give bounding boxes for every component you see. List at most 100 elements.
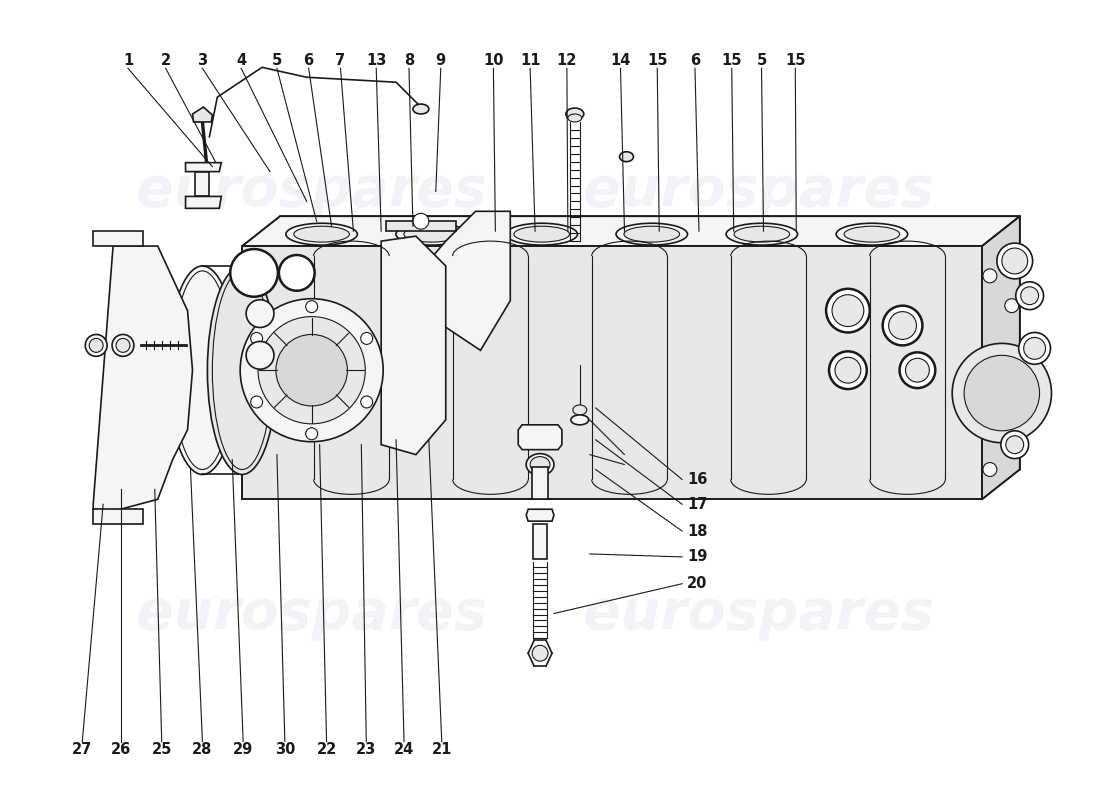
Text: 21: 21 — [431, 742, 452, 757]
Polygon shape — [186, 197, 221, 208]
Circle shape — [1001, 430, 1028, 458]
Circle shape — [889, 312, 916, 339]
Polygon shape — [192, 107, 212, 122]
Text: 15: 15 — [647, 53, 668, 68]
Text: 6: 6 — [304, 53, 313, 68]
Ellipse shape — [526, 454, 554, 475]
Polygon shape — [242, 216, 1020, 246]
Circle shape — [361, 396, 373, 408]
Circle shape — [276, 334, 348, 406]
Ellipse shape — [167, 266, 238, 474]
Circle shape — [826, 289, 870, 333]
Text: eurospares: eurospares — [583, 165, 934, 218]
Polygon shape — [526, 510, 554, 521]
Text: 17: 17 — [688, 497, 707, 512]
Text: 23: 23 — [356, 742, 376, 757]
Text: 5: 5 — [757, 53, 767, 68]
Polygon shape — [186, 162, 221, 171]
Ellipse shape — [619, 152, 634, 162]
Ellipse shape — [208, 266, 277, 474]
Ellipse shape — [571, 415, 588, 425]
Text: 13: 13 — [366, 53, 386, 68]
Text: 2: 2 — [161, 53, 170, 68]
Ellipse shape — [396, 223, 468, 245]
Text: 7: 7 — [336, 53, 345, 68]
Circle shape — [112, 334, 134, 356]
Circle shape — [882, 306, 923, 346]
Text: 4: 4 — [236, 53, 246, 68]
Circle shape — [900, 352, 935, 388]
Ellipse shape — [514, 226, 570, 242]
Circle shape — [246, 300, 274, 327]
Ellipse shape — [565, 108, 584, 120]
Text: 15: 15 — [722, 53, 742, 68]
Circle shape — [953, 343, 1052, 442]
Polygon shape — [242, 246, 982, 499]
Ellipse shape — [836, 223, 908, 245]
Circle shape — [1024, 338, 1045, 359]
Circle shape — [1021, 286, 1038, 305]
Text: 5: 5 — [272, 53, 282, 68]
Circle shape — [251, 333, 263, 344]
Polygon shape — [94, 246, 192, 511]
Circle shape — [997, 243, 1033, 279]
Ellipse shape — [573, 405, 586, 415]
Polygon shape — [386, 222, 455, 231]
Circle shape — [306, 428, 318, 440]
Polygon shape — [94, 231, 143, 246]
Circle shape — [86, 334, 107, 356]
Circle shape — [306, 301, 318, 313]
Circle shape — [1019, 333, 1050, 364]
Ellipse shape — [530, 457, 550, 473]
Circle shape — [832, 294, 864, 326]
Circle shape — [1002, 248, 1027, 274]
Text: 27: 27 — [73, 742, 92, 757]
Polygon shape — [532, 466, 548, 499]
Ellipse shape — [568, 114, 582, 122]
Polygon shape — [416, 211, 510, 350]
Polygon shape — [518, 425, 562, 450]
Circle shape — [532, 646, 548, 661]
Text: 14: 14 — [610, 53, 630, 68]
Ellipse shape — [624, 226, 680, 242]
Circle shape — [240, 298, 383, 442]
Circle shape — [412, 214, 429, 229]
Text: 3: 3 — [197, 53, 208, 68]
Text: 12: 12 — [557, 53, 578, 68]
Polygon shape — [982, 216, 1020, 499]
Circle shape — [89, 338, 103, 352]
Circle shape — [251, 396, 263, 408]
Polygon shape — [534, 524, 547, 559]
Circle shape — [258, 317, 365, 424]
Text: 16: 16 — [688, 472, 707, 487]
Text: 1: 1 — [123, 53, 133, 68]
Ellipse shape — [616, 223, 688, 245]
Text: 29: 29 — [233, 742, 253, 757]
Polygon shape — [382, 236, 446, 454]
Circle shape — [983, 269, 997, 283]
Text: 11: 11 — [520, 53, 540, 68]
Text: 25: 25 — [152, 742, 172, 757]
Ellipse shape — [844, 226, 900, 242]
Text: 9: 9 — [436, 53, 446, 68]
Text: eurospares: eurospares — [136, 586, 487, 641]
Circle shape — [361, 333, 373, 344]
Text: 15: 15 — [785, 53, 805, 68]
Text: eurospares: eurospares — [136, 165, 487, 218]
Text: 26: 26 — [111, 742, 131, 757]
Ellipse shape — [734, 226, 790, 242]
Circle shape — [905, 358, 930, 382]
Circle shape — [964, 355, 1040, 430]
Circle shape — [246, 342, 274, 370]
Ellipse shape — [506, 223, 578, 245]
Text: eurospares: eurospares — [583, 586, 934, 641]
Circle shape — [279, 255, 315, 290]
Circle shape — [1015, 282, 1044, 310]
Circle shape — [1005, 436, 1024, 454]
Text: 18: 18 — [688, 523, 707, 538]
Circle shape — [1004, 298, 1019, 313]
Text: 28: 28 — [192, 742, 212, 757]
Circle shape — [116, 338, 130, 352]
Text: 10: 10 — [483, 53, 504, 68]
Text: 6: 6 — [690, 53, 700, 68]
